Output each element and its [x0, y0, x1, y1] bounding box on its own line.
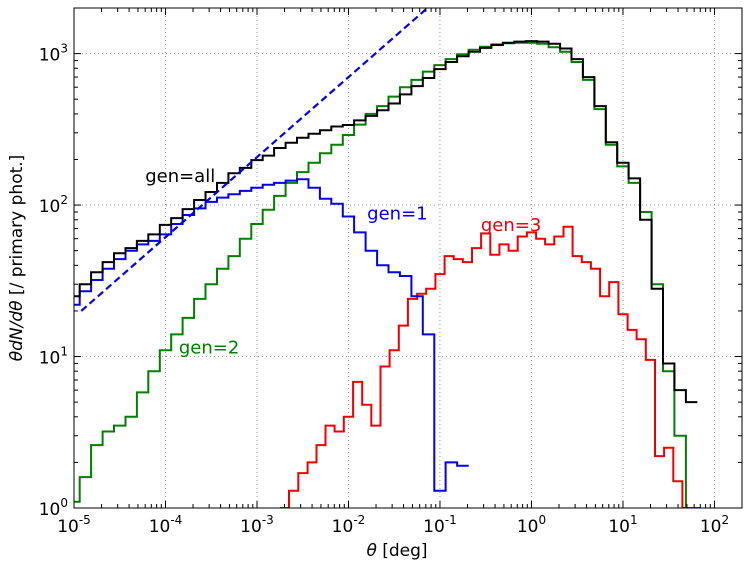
y-tick-label: 102: [39, 193, 68, 217]
x-tick-label: 10-3: [240, 513, 274, 537]
fit-line: [80, 8, 430, 312]
y-tick-label: 101: [39, 345, 68, 369]
series-label-gen-all: gen=all: [145, 166, 215, 187]
x-axis-label: θ [deg]: [366, 541, 427, 561]
plot-frame: [73, 7, 743, 509]
y-axis-label: θdN/dθ [/ primary phot.]: [7, 155, 27, 362]
series-layer: [74, 8, 701, 508]
x-tick-label: 102: [700, 513, 729, 537]
y-tick-label: 100: [39, 496, 68, 520]
y-tick-labels: 100 101 102 103: [39, 42, 68, 520]
series-label-gen-2: gen=2: [179, 337, 239, 358]
series-labels: gen=all gen=1 gen=2 gen=3: [145, 166, 541, 358]
ticks: [73, 7, 743, 509]
y-tick-label: 103: [39, 42, 68, 66]
series-gen-3: [280, 225, 701, 508]
x-tick-labels: 10-5 10-4 10-3 10-2 10-1 100 101 102: [57, 513, 729, 537]
grid: [74, 8, 742, 508]
series-label-gen-1: gen=1: [367, 203, 427, 224]
x-tick-label: 101: [608, 513, 637, 537]
x-tick-label: 10-5: [57, 513, 91, 537]
x-tick-label: 10-2: [332, 513, 366, 537]
series-gen-all: [74, 40, 698, 404]
series-label-gen-3: gen=3: [481, 215, 541, 236]
x-tick-label: 10-4: [149, 513, 183, 537]
x-tick-label: 100: [517, 513, 546, 537]
x-tick-label: 10-1: [423, 513, 457, 537]
